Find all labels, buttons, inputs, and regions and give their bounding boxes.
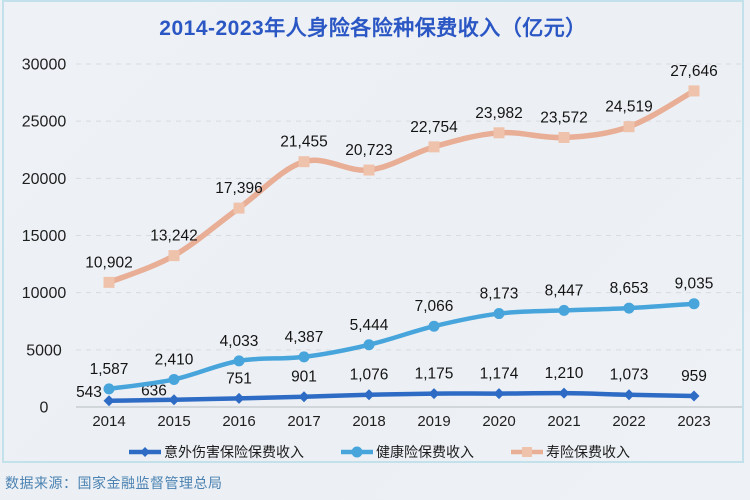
legend-item-health[interactable]: 健康险保费收入: [340, 442, 474, 462]
data-label-health: 9,035: [675, 276, 714, 293]
y-axis-tick-label: 0: [40, 400, 49, 417]
y-axis-tick-label: 15000: [22, 228, 67, 245]
legend-marker-square-icon: [511, 447, 543, 457]
data-label-accident: 636: [141, 383, 167, 400]
data-label-health: 4,033: [220, 333, 259, 350]
data-point-health: [558, 304, 570, 316]
data-label-life: 13,242: [150, 228, 197, 245]
y-axis-tick-label: 5000: [26, 342, 62, 359]
data-point-accident: [363, 389, 375, 401]
data-point-health: [428, 320, 440, 332]
data-label-accident: 959: [681, 368, 707, 385]
x-axis-tick-label: 2015: [157, 413, 190, 430]
data-label-life: 21,455: [280, 134, 327, 151]
data-point-life: [558, 131, 570, 143]
data-point-life: [233, 202, 245, 214]
legend-label: 意外伤害保险保费收入: [164, 444, 304, 460]
data-label-life: 22,754: [410, 119, 458, 136]
x-axis-tick-label: 2014: [92, 413, 125, 430]
data-point-life: [168, 250, 180, 262]
data-label-life: 23,982: [475, 105, 522, 122]
data-point-life: [623, 121, 635, 133]
data-point-accident: [428, 388, 440, 400]
data-point-health: [168, 373, 180, 385]
legend-marker-diamond-icon: [129, 447, 161, 457]
data-point-health: [233, 355, 245, 367]
data-label-health: 8,653: [610, 280, 649, 297]
y-axis-tick-label: 20000: [22, 171, 67, 188]
data-label-accident: 1,174: [480, 366, 519, 383]
series-line-accident: [106, 390, 697, 404]
legend-item-life[interactable]: 寿险保费收入: [510, 442, 630, 462]
y-axis-tick-label: 10000: [22, 285, 67, 302]
data-label-life: 17,396: [215, 180, 262, 197]
data-point-life: [103, 276, 115, 288]
x-axis-tick-label: 2021: [547, 413, 580, 430]
x-axis-tick-label: 2016: [222, 413, 255, 430]
premium-income-line-chart: 0 5000 10000 15000 20000 25000 30000 2014 2015 20…: [22, 57, 742, 430]
data-point-health: [688, 298, 700, 310]
data-point-accident: [233, 392, 245, 404]
y-axis-tick-label: 25000: [22, 114, 67, 131]
data-label-life: 27,646: [670, 63, 717, 80]
data-point-health: [363, 339, 375, 351]
data-point-life: [688, 85, 700, 97]
legend-label: 健康险保费收入: [376, 444, 474, 460]
data-point-accident: [558, 387, 570, 399]
data-label-life: 10,902: [85, 254, 132, 271]
series-line-life: [106, 88, 697, 286]
x-axis-tick-label: 2018: [352, 413, 385, 430]
data-point-accident: [688, 390, 700, 402]
data-label-health: 1,587: [90, 361, 129, 378]
x-axis-tick-label: 2019: [417, 413, 450, 430]
data-point-life: [493, 127, 505, 139]
chart-card: 2014-2023年人身险各险种保费收入（亿元） 0 5000 10000 15000…: [2, 0, 744, 463]
data-label-accident: 1,076: [350, 367, 389, 384]
x-axis-tick-label: 2020: [482, 413, 515, 430]
data-label-life: 20,723: [345, 142, 392, 159]
chart-legend: 意外伤害保险保费收入 健康险保费收入 寿险保费收入: [4, 442, 750, 462]
data-label-accident: 543: [76, 384, 102, 401]
legend-label: 寿险保费收入: [546, 444, 630, 460]
data-label-health: 4,387: [285, 329, 324, 346]
chart-title: 2014-2023年人身险各险种保费收入（亿元）: [159, 17, 587, 40]
y-axis-tick-label: 30000: [22, 57, 67, 74]
data-label-accident: 1,175: [415, 366, 454, 383]
data-label-accident: 1,210: [545, 365, 584, 382]
data-point-health: [493, 308, 505, 320]
legend-item-accident[interactable]: 意外伤害保险保费收入: [128, 442, 304, 462]
data-point-life: [298, 156, 310, 168]
data-point-health: [298, 351, 310, 363]
x-axis-tick-label: 2023: [677, 413, 710, 430]
data-point-accident: [623, 389, 635, 401]
series-line-health: [106, 301, 697, 392]
data-point-accident: [168, 394, 180, 406]
data-point-life: [428, 141, 440, 153]
data-label-accident: 901: [291, 369, 317, 386]
data-label-life: 23,572: [540, 109, 587, 126]
x-axis-tick-label: 2017: [287, 413, 320, 430]
x-axis-tick-label: 2022: [612, 413, 645, 430]
data-label-accident: 1,073: [610, 367, 649, 384]
data-label-health: 2,410: [155, 351, 194, 368]
data-label-accident: 751: [226, 370, 252, 387]
data-point-health: [623, 302, 635, 314]
data-point-life: [363, 164, 375, 176]
data-label-health: 8,173: [480, 286, 519, 303]
data-source: 数据来源：国家金融监督管理总局: [5, 475, 223, 491]
data-point-accident: [298, 391, 310, 403]
data-label-health: 5,444: [350, 317, 389, 334]
data-label-health: 8,447: [545, 282, 584, 299]
data-label-health: 7,066: [415, 298, 454, 315]
data-label-life: 24,519: [605, 99, 652, 116]
data-point-health: [103, 383, 115, 395]
data-point-accident: [493, 388, 505, 400]
data-point-accident: [103, 395, 115, 407]
legend-marker-circle-icon: [341, 446, 373, 458]
